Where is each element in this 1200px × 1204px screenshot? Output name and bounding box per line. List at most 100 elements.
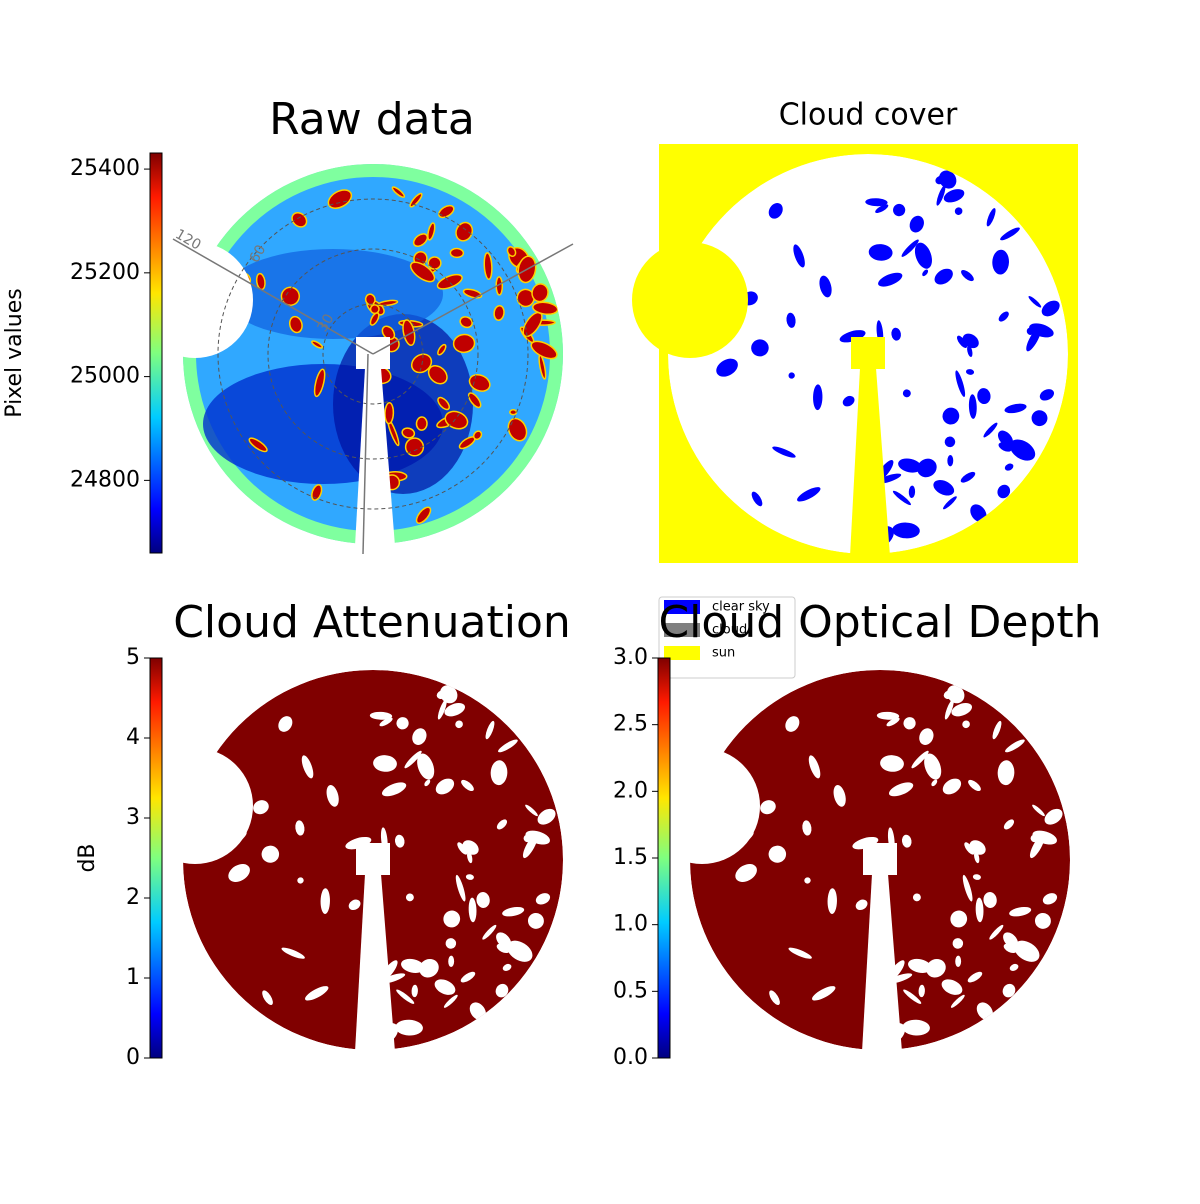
cloud-blob [531,283,549,303]
cloud-blob [943,496,957,510]
cloud-blob [924,753,942,780]
cloud-blob [947,454,954,467]
cloud-blob [855,899,868,911]
cloud-blob [908,485,916,499]
cloud-blob [967,971,983,983]
cloud-blob [415,416,428,431]
cloud-blob [427,256,442,270]
cloud-blob [384,401,395,425]
cloud-blob [445,938,457,949]
cloud-blob [768,203,783,219]
cloud-blob [439,685,458,704]
cloud-blob [411,984,418,998]
colorbar [149,657,163,1059]
cloud-blob [1041,300,1060,317]
colorbar-label: dB [75,843,100,872]
cloud-blob [965,369,975,375]
cloud-blob [977,388,991,405]
cloud-blob [476,892,490,908]
cloud-blob [914,242,932,269]
cloud-blob [944,436,956,448]
cloud-blob [888,782,914,797]
cloud-blob [396,717,409,730]
cloud-blob [485,720,495,740]
cloud-blob [876,711,900,720]
cloud-blob [455,874,466,902]
cloud-blob [495,983,509,998]
cloud-blob [886,717,900,727]
sky-image [137,670,563,1052]
cloud-blob [1032,830,1058,845]
cloud-blob [938,170,957,189]
cloud-blob [472,430,483,441]
cloud-blob [943,189,965,203]
cloud-blob [983,422,998,438]
cloud-blob [461,779,474,792]
cloud-blob [369,711,393,720]
colorbar-label: Pixel values [2,288,27,417]
cloud-blob [419,958,439,978]
cloud-blob [468,897,477,923]
cloud-blob [381,325,396,341]
cloud-blob [933,480,955,496]
cloud-blob [1014,940,1040,962]
cloud-blob [507,417,528,442]
cloud-blob [525,804,538,817]
cloud-blob [444,703,466,717]
cloud-blob [901,239,919,257]
polar-circle [267,248,479,460]
cloud-blob [961,269,974,282]
cloud-blob [391,186,406,198]
cloud-blob [311,484,323,501]
cloud-blob [716,358,738,377]
cloud-blob [364,293,376,306]
cloud-blob [278,716,293,732]
sun-occluder [851,337,885,369]
tick-label: 1.0 [613,912,648,937]
cloud-blob [908,958,932,973]
cloud-blob [506,246,517,257]
cloud-blob [808,755,821,779]
cloud-blob [435,778,455,795]
tick-label: 3.0 [613,645,648,670]
horizon-bite [137,748,253,864]
tick-label: 25200 [70,260,140,285]
cloud-blob [902,389,911,398]
cloud-blob [986,208,996,227]
cloud-blob [427,365,448,385]
cloud-blob [967,345,973,358]
cloud-blob [1009,439,1036,461]
cloud-blob [772,446,796,458]
cloud-blob [502,906,525,917]
sun-arm [862,874,902,1052]
cloud-blob [313,368,326,398]
cloud-blob [936,185,946,206]
cloud-blob [443,994,458,1008]
cloud-blob [437,343,447,356]
panel-title: Cloud Attenuation [173,597,571,648]
cloud-blob [1000,227,1020,241]
cloud-blob [525,830,551,845]
cloud-blob [262,990,273,1006]
cloud-blob [918,984,925,998]
sun-occluder [863,843,897,875]
cloud-blob [438,204,455,219]
sky-image [644,670,1070,1052]
cloud-blob [964,842,975,855]
cloud-blob [942,407,960,425]
cloud-blob [955,370,966,397]
cloud-blob [467,392,482,409]
cloud-blob [992,720,1002,740]
cloud-blob [483,252,493,281]
cloud-blob [509,409,518,416]
polar-axis [372,243,574,355]
cloud-blob [452,333,476,354]
cloud-blob [1039,389,1055,401]
cloud-blob [395,1019,423,1036]
cloud-blob [502,963,512,971]
cloud-blob [769,990,780,1006]
cloud-blob [901,834,912,848]
cloud-blob [304,986,329,1001]
cloud-blob [960,471,976,483]
polar-axis [172,238,374,355]
